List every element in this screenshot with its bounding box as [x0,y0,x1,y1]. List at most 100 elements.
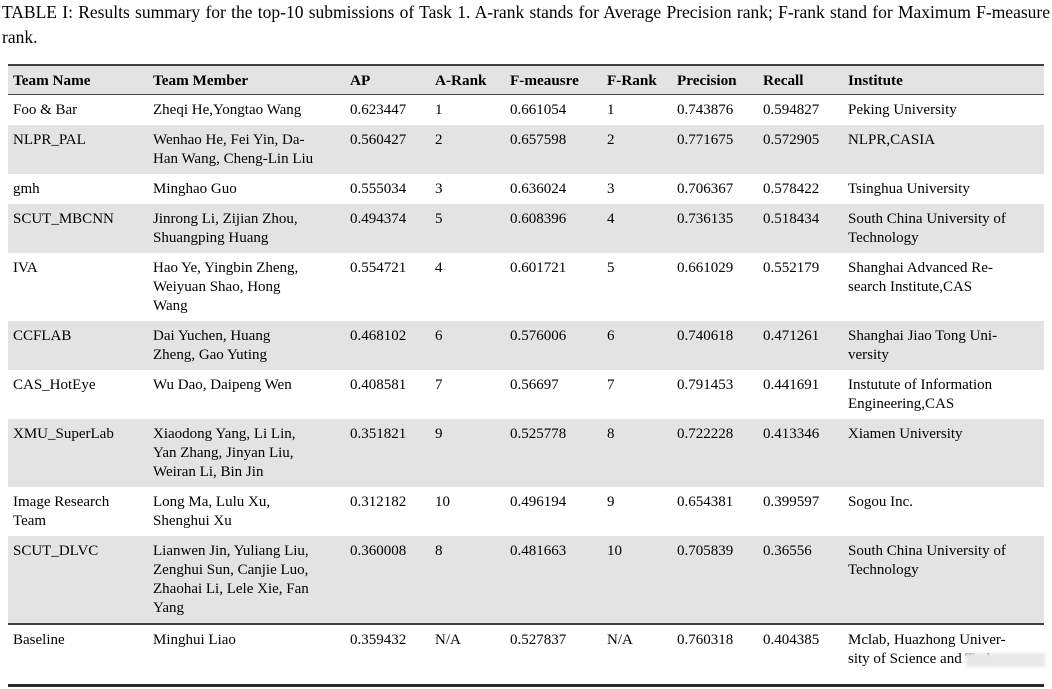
team-name-cell: gmh [13,181,40,197]
team-name-cell: CCFLAB [8,321,148,370]
institute-cell: Peking University [848,102,957,118]
f-measure-cell: 0.527837 [505,623,602,686]
f-rank-cell: 2 [602,125,672,174]
team-name-cell: Baseline [8,623,148,686]
f-measure-cell: 0.601721 [510,260,567,276]
team-member-cell: Dai Yuchen, Huang Zheng, Gao Yuting [148,321,345,370]
a-rank-cell: 7 [435,377,443,393]
f-measure-cell: 0.481663 [505,536,602,624]
precision-cell: 0.791453 [677,377,734,393]
f-rank-cell: 8 [602,419,672,487]
f-measure-cell: 0.661054 [510,102,567,118]
precision-cell: 0.736135 [672,204,758,253]
table-row: Image Research Team Long Ma, Lulu Xu, Sh… [8,487,1044,536]
institute-cell: South China University of Technology [843,536,1044,624]
team-member-cell: Wu Dao, Daipeng Wen [153,377,292,393]
column-header-precision: Precision [672,65,758,95]
f-measure-cell: 0.657598 [505,125,602,174]
column-header-team-name: Team Name [8,65,148,95]
a-rank-cell: 8 [430,536,505,624]
column-header-f-measure: F-meausre [505,65,602,95]
institute-cell: Sogou Inc. [848,494,913,510]
team-name-cell: IVA [13,260,38,276]
ap-cell: 0.312182 [350,494,407,510]
team-name-cell: SCUT_MBCNN [8,204,148,253]
table-row: SCUT_DLVC Lianwen Jin, Yuliang Liu, Zeng… [8,536,1044,624]
f-rank-cell: 3 [607,181,615,197]
a-rank-cell: 5 [430,204,505,253]
column-header-f-rank: F-Rank [602,65,672,95]
column-header-a-rank: A-Rank [430,65,505,95]
team-name-cell: CAS_HotEye [13,377,96,393]
a-rank-cell: 9 [430,419,505,487]
column-header-ap: AP [345,65,430,95]
institute-cell: Tsinghua University [848,181,970,197]
column-header-institute: Institute [843,65,1044,95]
a-rank-cell: 3 [435,181,443,197]
ap-cell: 0.555034 [350,181,407,197]
team-name-cell: NLPR_PAL [8,125,148,174]
f-measure-cell: 0.56697 [510,377,559,393]
recall-cell: 0.572905 [758,125,843,174]
institute-cell: Shanghai Jiao Tong Uni- versity [843,321,1044,370]
f-rank-cell: N/A [602,623,672,686]
table-caption: TABLE I: Results summary for the top-10 … [2,2,1050,47]
ap-cell: 0.408581 [350,377,407,393]
f-rank-cell: 6 [602,321,672,370]
precision-cell: 0.740618 [672,321,758,370]
precision-cell: 0.706367 [677,181,734,197]
institute-cell: Shanghai Advanced Re- search Institute,C… [848,260,993,295]
f-rank-cell: 1 [607,102,615,118]
precision-cell: 0.760318 [672,623,758,686]
team-name-cell: SCUT_DLVC [8,536,148,624]
table-row: NLPR_PAL Wenhao He, Fei Yin, Da- Han Wan… [8,125,1044,174]
precision-cell: 0.661029 [677,260,734,276]
f-measure-cell: 0.576006 [505,321,602,370]
recall-cell: 0.413346 [758,419,843,487]
precision-cell: 0.705839 [672,536,758,624]
a-rank-cell: 4 [435,260,443,276]
results-table: Team Name Team Member AP A-Rank F-meausr… [8,64,1044,687]
ap-cell: 0.468102 [345,321,430,370]
a-rank-cell: N/A [430,623,505,686]
team-member-cell: Jinrong Li, Zijian Zhou, Shuangping Huan… [148,204,345,253]
recall-cell: 0.552179 [763,260,820,276]
institute-cell: NLPR,CASIA [843,125,1044,174]
f-rank-cell: 10 [602,536,672,624]
precision-cell: 0.722228 [672,419,758,487]
recall-cell: 0.404385 [758,623,843,686]
f-rank-cell: 5 [607,260,615,276]
f-measure-cell: 0.496194 [510,494,567,510]
f-measure-cell: 0.636024 [510,181,567,197]
institute-cell: Mclab, Huazhong Univer- sity of Science … [843,623,1044,686]
team-member-cell: Xiaodong Yang, Li Lin, Yan Zhang, Jinyan… [148,419,345,487]
clipped-text-artifact [966,653,1045,667]
institute-cell: South China University of Technology [843,204,1044,253]
table-row: gmh Minghao Guo 0.555034 3 0.636024 3 0.… [8,174,1044,204]
recall-cell: 0.471261 [758,321,843,370]
team-name-cell: Foo & Bar [13,102,78,118]
table-row-baseline: Baseline Minghui Liao 0.359432 N/A 0.527… [8,623,1044,686]
team-name-cell: Image Research Team [13,494,110,529]
f-rank-cell: 7 [607,377,615,393]
team-member-cell: Wenhao He, Fei Yin, Da- Han Wang, Cheng-… [148,125,345,174]
a-rank-cell: 1 [435,102,443,118]
ap-cell: 0.554721 [350,260,407,276]
recall-cell: 0.578422 [763,181,820,197]
table-row: IVA Hao Ye, Yingbin Zheng, Weiyuan Shao,… [8,253,1044,321]
recall-cell: 0.594827 [763,102,820,118]
a-rank-cell: 10 [435,494,450,510]
precision-cell: 0.771675 [672,125,758,174]
a-rank-cell: 6 [430,321,505,370]
team-name-cell: XMU_SuperLab [8,419,148,487]
precision-cell: 0.743876 [677,102,734,118]
team-member-cell: Minghao Guo [153,181,237,197]
precision-cell: 0.654381 [677,494,734,510]
recall-cell: 0.399597 [763,494,820,510]
institute-cell: Xiamen University [843,419,1044,487]
recall-cell: 0.36556 [758,536,843,624]
f-measure-cell: 0.525778 [505,419,602,487]
team-member-cell: Long Ma, Lulu Xu, Shenghui Xu [153,494,271,529]
team-member-cell: Minghui Liao [148,623,345,686]
